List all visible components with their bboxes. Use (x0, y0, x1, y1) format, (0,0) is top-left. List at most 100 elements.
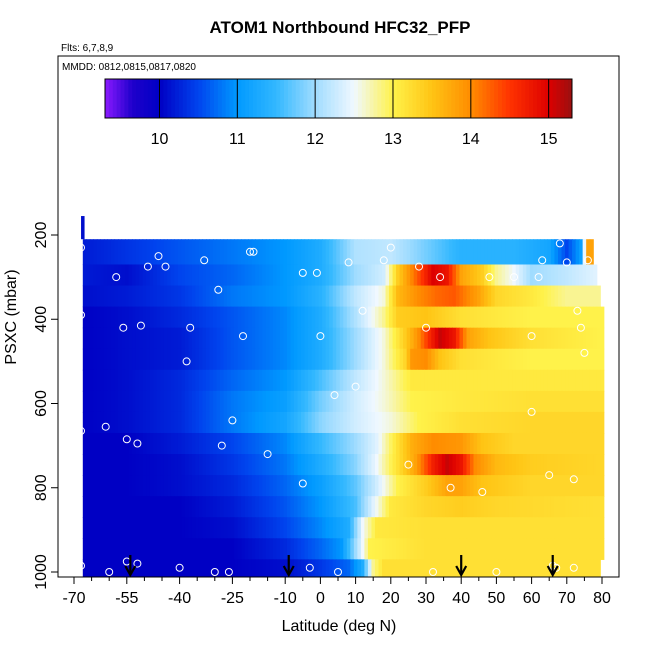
heatmap-cell (593, 348, 598, 371)
heatmap-cell (149, 454, 154, 476)
heatmap-cell (163, 390, 168, 413)
heatmap-cell (589, 369, 594, 392)
heatmap-cell (357, 411, 362, 434)
colorbar-tick-label: 13 (384, 131, 402, 148)
heatmap-cell (512, 306, 517, 329)
heatmap-cell (382, 559, 387, 577)
heatmap-cell (353, 432, 358, 455)
heatmap-cell (410, 348, 415, 371)
heatmap-cell (114, 369, 119, 392)
heatmap-cell (579, 538, 584, 560)
heatmap-cell (241, 285, 246, 308)
heatmap-cell (438, 454, 443, 476)
heatmap-cell (184, 496, 189, 518)
colorbar-cell (396, 79, 402, 118)
heatmap-cell (311, 517, 316, 539)
heatmap-cell (565, 432, 570, 455)
heatmap-cell (343, 327, 348, 350)
sample-point (214, 285, 223, 294)
heatmap-cell (241, 517, 246, 539)
heatmap-cell (301, 306, 306, 329)
heatmap-cell (244, 390, 249, 413)
heatmap-cell (336, 538, 341, 560)
heatmap-cell (515, 517, 520, 539)
heatmap-cell (132, 306, 137, 329)
heatmap-cell (107, 306, 112, 329)
colorbar-cell (260, 79, 266, 118)
heatmap-cell (448, 264, 453, 287)
heatmap-cell (223, 239, 228, 266)
heatmap-cell (512, 517, 517, 539)
heatmap-cell (191, 348, 197, 371)
heatmap-cell (543, 390, 549, 413)
heatmap-cell (322, 559, 327, 577)
heatmap-cell (586, 454, 591, 476)
heatmap-cell (132, 348, 137, 371)
heatmap-cell (315, 538, 320, 560)
heatmap-cell (543, 327, 549, 350)
heatmap-cell (276, 538, 281, 560)
heatmap-cell (561, 538, 566, 560)
heatmap-cell (244, 475, 249, 497)
colorbar-cell (389, 79, 394, 118)
heatmap-cell (191, 306, 197, 329)
heatmap-cell (276, 496, 281, 518)
heatmap-cell (325, 475, 330, 497)
heatmap-cell (434, 306, 439, 329)
heatmap-cell (420, 327, 425, 350)
heatmap-cell (424, 496, 429, 518)
heatmap-cell (522, 390, 527, 413)
heatmap-cell (167, 517, 172, 539)
heatmap-cell (529, 390, 534, 413)
heatmap-cell (536, 285, 541, 308)
heatmap-cell (346, 411, 351, 434)
heatmap-cell (286, 454, 292, 476)
heatmap-cell (135, 285, 140, 308)
heatmap-cell (424, 454, 429, 476)
heatmap-cell (279, 496, 285, 518)
colorbar-cell (140, 79, 145, 118)
heatmap-cell (213, 475, 218, 497)
heatmap-cell (198, 285, 204, 308)
heatmap-cell (304, 285, 309, 308)
heatmap-cell (153, 369, 158, 392)
heatmap-cell (93, 390, 98, 413)
heatmap-cell (202, 390, 207, 413)
heatmap-cell (181, 411, 186, 434)
heatmap-cell (153, 348, 158, 371)
heatmap-cell (543, 369, 549, 392)
heatmap-cell (360, 239, 365, 266)
heatmap-cell (269, 411, 274, 434)
heatmap-cell (132, 517, 137, 539)
heatmap-cell (572, 390, 577, 413)
heatmap-cell (491, 390, 496, 413)
heatmap-cell (371, 496, 376, 518)
colorbar-cell (229, 79, 234, 118)
heatmap-cell (220, 538, 225, 560)
heatmap-cell (470, 369, 475, 392)
sample-point (358, 306, 367, 315)
heatmap-cell (519, 264, 524, 287)
heatmap-cell (543, 285, 549, 308)
colorbar-cell (560, 79, 565, 118)
heatmap-cell (378, 538, 383, 560)
colorbar-cell (447, 79, 452, 118)
heatmap-cell (174, 239, 179, 266)
heatmap-cell (125, 390, 130, 413)
heatmap-cell (121, 538, 126, 560)
heatmap-cell (501, 432, 506, 455)
heatmap-cell (202, 239, 207, 266)
heatmap-cell (441, 496, 446, 518)
heatmap-cell (100, 475, 105, 497)
sample-point (344, 258, 353, 267)
heatmap-cell (385, 454, 390, 476)
heatmap-cell (311, 306, 316, 329)
heatmap-cell (100, 285, 105, 308)
heatmap-cell (360, 454, 365, 476)
heatmap-cell (586, 390, 591, 413)
heatmap-cell (132, 390, 137, 413)
heatmap-cell (399, 327, 404, 350)
heatmap-cell (434, 348, 439, 371)
sample-point (334, 568, 342, 576)
heatmap-cell (86, 411, 91, 434)
